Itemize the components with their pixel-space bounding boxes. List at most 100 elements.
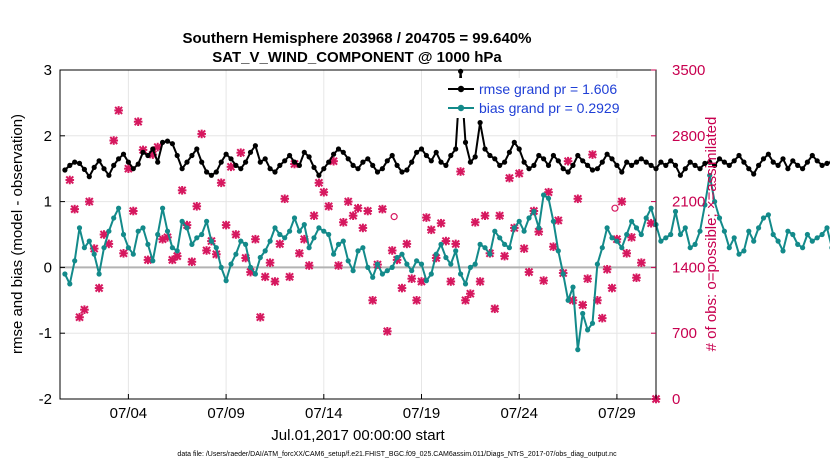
rmse-point [599,159,605,165]
bias-point [541,192,547,198]
rmse-point [765,151,772,157]
rmse-point [331,151,337,157]
obs-assimilated-marker [505,173,514,183]
bias-point [184,225,190,231]
obs-count-markers [65,92,661,404]
bias-point [81,245,87,251]
obs-assimilated-marker [339,217,348,227]
bias-point [677,231,684,238]
y2-tick-label: 3500 [672,62,705,79]
rmse-point [716,156,723,162]
bias-point [433,251,439,257]
rmse-point [663,162,669,168]
rmse-point [648,162,654,168]
rmse-point [67,162,73,168]
x-tick-label: 07/14 [305,405,343,422]
bias-point [633,225,640,231]
rmse-point [448,152,454,159]
rmse-point [379,166,385,172]
rmse-point [638,156,644,162]
rmse-point [116,156,122,162]
bias-point [418,261,425,267]
bias-point [604,225,610,231]
y2-tick-label: 1400 [672,259,705,276]
obs-assimilated-marker [456,167,465,176]
obs-assimilated-marker [524,267,534,277]
bias-point [619,245,625,251]
bias-point [111,215,117,221]
rmse-point [643,159,649,165]
rmse-point [277,162,283,168]
obs-assimilated-marker [441,236,451,246]
bias-point [629,218,635,224]
rmse-point [96,158,102,164]
bias-point [746,228,752,234]
rmse-point [760,156,767,162]
bias-point [438,241,444,247]
rmse-point [433,149,439,155]
bias-point [243,241,249,247]
bias-point [819,231,825,238]
rmse-point [668,158,674,164]
obs-assimilated-marker [285,272,294,282]
rmse-point [169,141,175,147]
x-tick-label: 07/19 [403,405,441,422]
bias-point [140,225,146,231]
obs-assimilated-marker [192,202,202,211]
obs-assimilated-marker [466,289,475,299]
bias-point [487,251,493,257]
obs-assimilated-marker [280,194,290,204]
bias-point [800,245,806,251]
rmse-point [756,162,762,168]
bias-point [204,218,210,224]
rmse-point [438,159,444,165]
bias-point [96,271,102,277]
obs-assimilated-marker [255,312,265,322]
bias-point [91,251,97,257]
obs-assimilated-marker [275,239,285,249]
rmse-point [677,172,684,178]
rmse-point [91,164,97,170]
obs-assimilated-marker [304,261,314,270]
bias-point [287,228,293,234]
bias-point [414,258,420,264]
rmse-point [272,169,278,175]
rmse-point [804,159,811,165]
obs-assimilated-marker [602,264,612,274]
bias-point [409,268,415,274]
x-tick-label: 07/04 [110,405,148,422]
obs-assimilated-marker [383,327,392,336]
obs-assimilated-marker [597,313,607,323]
rmse-point [541,156,547,162]
rmse-point [819,162,825,168]
obs-assimilated-marker [251,234,260,244]
bias-point [609,235,615,241]
bias-point [668,231,674,238]
rmse-point [282,158,288,164]
rmse-point [560,166,566,172]
bias-point [511,225,517,231]
rmse-point [814,158,820,164]
rmse-point [751,171,757,177]
y-tick-label: -1 [39,325,52,342]
bias-point [765,212,772,218]
obs-assimilated-marker [202,246,211,255]
rmse-point [81,166,87,172]
bias-point [404,261,410,267]
bias-point [462,281,469,287]
legend: rmse grand pr = 1.606 bias grand pr = 0.… [445,78,653,118]
bias-point [497,235,503,241]
bias-point [687,245,693,251]
bias-point [145,241,151,247]
bias-point [775,238,781,244]
bias-point [120,231,127,238]
obs-assimilated-marker [80,305,89,314]
bias-point [252,271,258,277]
bias-point [428,271,434,277]
bias-point [389,264,395,270]
rmse-point [296,162,302,168]
rmse-point [472,154,478,160]
obs-assimilated-marker [226,162,236,172]
bias-point [384,268,390,274]
rmse-point [179,166,185,172]
